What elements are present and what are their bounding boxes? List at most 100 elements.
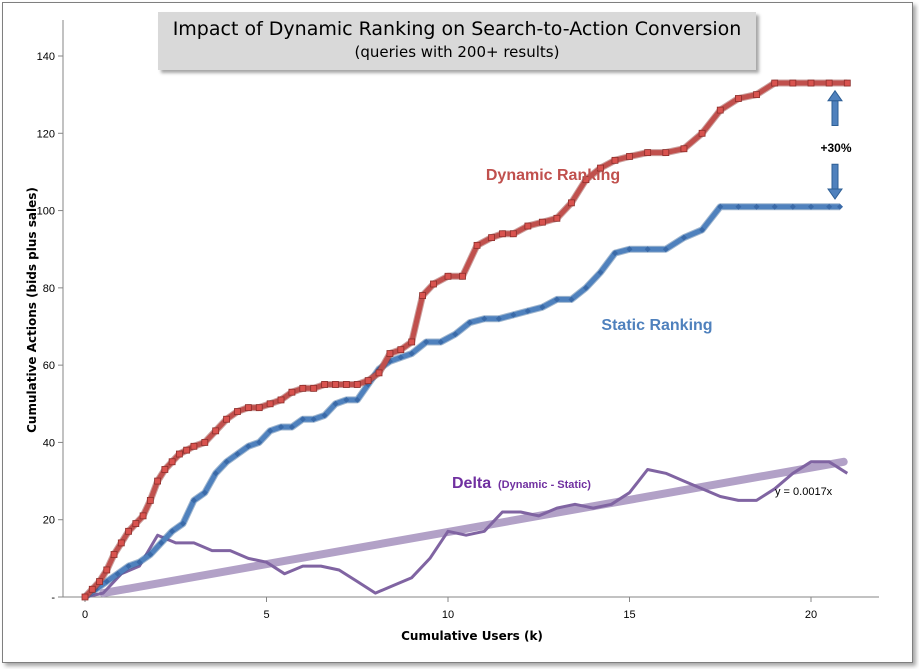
static-series-point <box>223 458 230 465</box>
static-series-point <box>125 563 132 570</box>
static-series-point <box>437 338 444 345</box>
dynamic-series-point <box>488 234 495 242</box>
static-series-point <box>510 311 517 318</box>
static-ranking-label: Static Ranking <box>601 317 712 334</box>
delta-sub-label: (Dynamic - Static) <box>498 479 591 491</box>
dynamic-series-point <box>154 477 162 485</box>
static-series-point <box>553 296 560 303</box>
static-series-point <box>837 203 844 210</box>
static-series-point <box>568 296 575 303</box>
dynamic-series-point <box>538 218 546 226</box>
gap-arrow-top-shaft <box>831 100 839 127</box>
dynamic-series-point <box>753 91 760 99</box>
static-series-point <box>332 400 339 407</box>
dynamic-series-point <box>716 106 724 114</box>
dynamic-series-point <box>310 384 318 392</box>
static-series-point <box>466 319 473 326</box>
static-series-point <box>539 304 546 311</box>
dynamic-series-point <box>444 272 452 280</box>
dynamic-series-point <box>419 292 426 299</box>
static-series-point <box>771 203 778 210</box>
dynamic-series-point <box>117 539 125 547</box>
dynamic-series-point <box>175 450 183 458</box>
y-tick-label: 120 <box>37 128 55 140</box>
y-axis-title: Cumulative Actions (bids plus sales) <box>25 187 39 433</box>
static-series-point <box>626 246 633 253</box>
dynamic-series-point <box>183 446 191 454</box>
dynamic-ranking-label: Dynamic Ranking <box>486 167 620 184</box>
static-series-point <box>103 578 110 585</box>
dynamic-series-shadow <box>82 79 848 600</box>
static-series-point <box>158 539 165 546</box>
dynamic-series-point <box>430 280 437 288</box>
x-axis-title: Cumulative Users (k) <box>401 629 543 643</box>
dynamic-series-point <box>771 79 779 87</box>
delta-label: Delta <box>452 475 491 492</box>
dynamic-series-point <box>223 415 230 423</box>
dynamic-series-point <box>168 458 176 466</box>
dynamic-series-point <box>499 230 506 238</box>
dynamic-series-point <box>244 404 252 412</box>
dynamic-series-point <box>524 222 532 230</box>
dynamic-series-point <box>473 241 481 249</box>
static-series-point <box>495 315 502 322</box>
dynamic-series-point <box>662 149 670 157</box>
static-series-point <box>169 528 176 535</box>
dynamic-series-point <box>825 79 833 87</box>
dynamic-series-point <box>125 527 132 535</box>
static-series-point <box>644 246 651 253</box>
static-series-point <box>234 451 241 458</box>
dynamic-series-point <box>698 129 706 137</box>
dynamic-series-point <box>81 593 89 601</box>
static-series-point <box>136 559 143 566</box>
static-series-point <box>201 489 208 496</box>
y-tick-label: 140 <box>37 51 55 63</box>
static-series-point <box>524 308 531 315</box>
static-series-point <box>321 412 328 419</box>
y-tick-label: 80 <box>43 283 55 295</box>
static-series-point <box>717 203 724 210</box>
static-series-point <box>354 396 361 403</box>
dynamic-series-point <box>408 338 416 346</box>
static-series-point <box>699 226 706 233</box>
static-series-point <box>343 396 350 403</box>
dynamic-series-point <box>277 396 285 404</box>
static-series-point <box>114 570 121 577</box>
static-series-point <box>408 350 415 357</box>
static-series-point <box>212 470 219 477</box>
delta-trendline <box>99 457 848 598</box>
dynamic-series-point <box>509 230 517 238</box>
dynamic-series-point <box>139 512 147 520</box>
dynamic-series-point <box>255 404 263 412</box>
static-series-point <box>310 416 317 423</box>
dynamic-series-point <box>807 79 815 87</box>
static-series-shadow <box>82 203 840 600</box>
x-tick-label: 5 <box>263 609 269 621</box>
static-series-point <box>662 246 669 253</box>
dynamic-series-point <box>88 585 96 593</box>
dynamic-series-point <box>735 95 742 102</box>
static-series-point <box>299 416 306 423</box>
dynamic-series-point <box>459 272 466 280</box>
static-series-point <box>680 234 687 241</box>
gap-percent-label: +30% <box>820 141 851 155</box>
static-series-point <box>753 203 760 210</box>
static-series-point <box>180 520 187 527</box>
static-series-point <box>278 423 285 430</box>
dynamic-series-point <box>146 496 154 504</box>
dynamic-series-point <box>375 369 383 377</box>
dynamic-series-point <box>266 400 274 408</box>
chart-subtitle: (queries with 200+ results) <box>354 43 560 61</box>
dynamic-series-point <box>96 578 103 585</box>
gap-arrow-up-head <box>827 89 843 102</box>
dynamic-series-point <box>321 381 328 388</box>
dynamic-series-line <box>83 80 848 599</box>
dynamic-series-point <box>190 442 198 450</box>
dynamic-series-point <box>553 214 561 222</box>
x-tick-label: 20 <box>805 609 817 621</box>
static-series-point <box>582 284 589 291</box>
gap-arrow-bottom-shaft <box>831 163 839 190</box>
dynamic-series-point <box>582 176 590 184</box>
static-series-point <box>789 203 796 210</box>
dynamic-series-point <box>103 566 111 574</box>
